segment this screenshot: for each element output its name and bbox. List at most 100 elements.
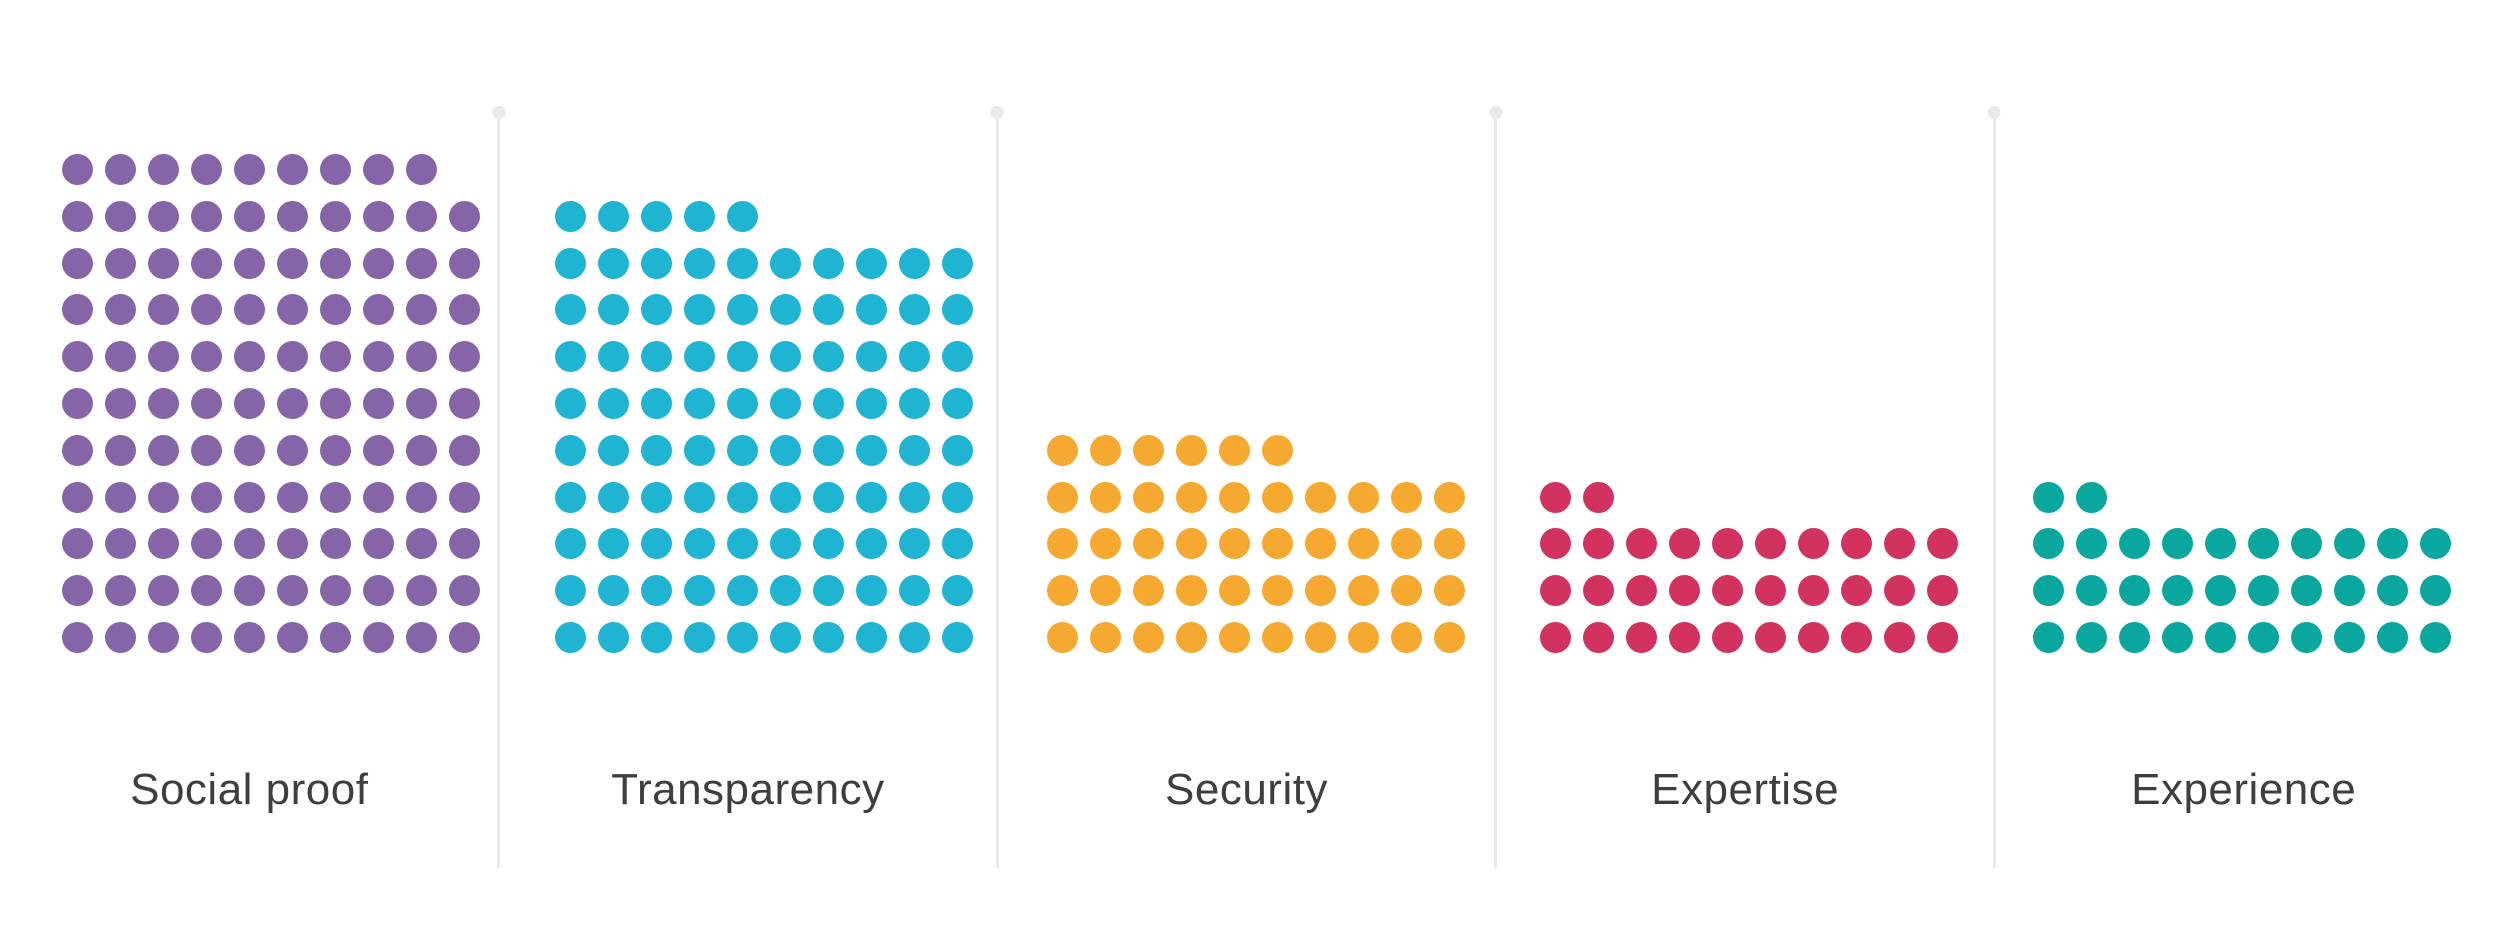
dot	[363, 154, 394, 186]
dot	[1047, 528, 1079, 560]
dot-row	[1539, 622, 1958, 653]
dot	[406, 247, 437, 279]
dot-row	[1539, 481, 1614, 513]
dot-row	[554, 247, 973, 279]
dot	[1090, 622, 1122, 653]
dot-row	[62, 388, 480, 420]
dot	[554, 528, 586, 560]
dot	[812, 528, 844, 560]
dot	[898, 481, 930, 513]
dot	[320, 247, 351, 279]
dot	[148, 294, 179, 326]
dot	[898, 341, 930, 373]
dot-row	[1539, 528, 1958, 560]
dot	[1434, 575, 1466, 607]
category-column-experience: Experience	[1994, 0, 2493, 928]
dot	[726, 528, 758, 560]
dot	[941, 388, 973, 420]
dot-row	[62, 341, 480, 373]
dot	[320, 294, 351, 326]
dot	[1883, 622, 1915, 653]
dot	[148, 434, 179, 466]
dot	[148, 154, 179, 186]
dot-row	[2033, 622, 2452, 653]
dot	[1840, 528, 1872, 560]
dot	[406, 434, 437, 466]
dot	[1391, 481, 1423, 513]
dot	[812, 622, 844, 653]
dot	[769, 481, 801, 513]
dot-row	[554, 388, 973, 420]
dot	[1133, 622, 1165, 653]
dot-row	[554, 294, 973, 326]
dot-row	[2033, 528, 2452, 560]
dot	[554, 575, 586, 607]
dot	[554, 622, 586, 653]
dot	[148, 247, 179, 279]
dot	[683, 434, 715, 466]
dot	[105, 388, 136, 420]
dot	[234, 481, 265, 513]
dot	[597, 341, 629, 373]
dot-grid-transparency	[554, 200, 973, 653]
dot	[191, 622, 222, 653]
dot	[1176, 434, 1208, 466]
dot	[1176, 481, 1208, 513]
dot	[191, 528, 222, 560]
dot	[2076, 528, 2108, 560]
dot	[105, 528, 136, 560]
dot	[1582, 481, 1614, 513]
dot	[640, 575, 672, 607]
dot	[812, 341, 844, 373]
dot	[640, 388, 672, 420]
dot	[1711, 575, 1743, 607]
separator-dot-icon	[1489, 106, 1503, 119]
dot	[812, 575, 844, 607]
dot	[1926, 622, 1958, 653]
dot	[2205, 575, 2237, 607]
dot	[898, 622, 930, 653]
dot	[683, 341, 715, 373]
separator-dot-icon	[492, 106, 506, 119]
dot-row	[62, 247, 480, 279]
dot	[62, 434, 93, 466]
dot	[2119, 622, 2151, 653]
dot-row	[62, 294, 480, 326]
dot	[941, 247, 973, 279]
dot	[105, 341, 136, 373]
dot	[2420, 528, 2452, 560]
dot	[683, 622, 715, 653]
dot	[2291, 575, 2323, 607]
dot	[769, 247, 801, 279]
dot	[1090, 528, 1122, 560]
dot	[855, 388, 887, 420]
dot-row	[554, 341, 973, 373]
dot-row	[1047, 528, 1466, 560]
dot	[148, 575, 179, 607]
dot	[191, 388, 222, 420]
dot	[406, 294, 437, 326]
dot	[726, 341, 758, 373]
dot	[105, 434, 136, 466]
dot	[1391, 622, 1423, 653]
dot	[1434, 528, 1466, 560]
dot	[363, 481, 394, 513]
dot	[1262, 434, 1294, 466]
dot-grid-experience	[2033, 481, 2452, 653]
dot	[62, 294, 93, 326]
dot	[941, 481, 973, 513]
dot	[2248, 575, 2280, 607]
dot-row	[62, 575, 480, 607]
dot-row	[62, 528, 480, 560]
dot	[320, 622, 351, 653]
dot	[2334, 528, 2366, 560]
separator-line	[990, 106, 1004, 868]
dot	[1305, 575, 1337, 607]
dot	[1090, 481, 1122, 513]
dot	[812, 481, 844, 513]
separator-line	[492, 106, 506, 868]
dot	[363, 575, 394, 607]
dot	[62, 388, 93, 420]
dot	[320, 434, 351, 466]
